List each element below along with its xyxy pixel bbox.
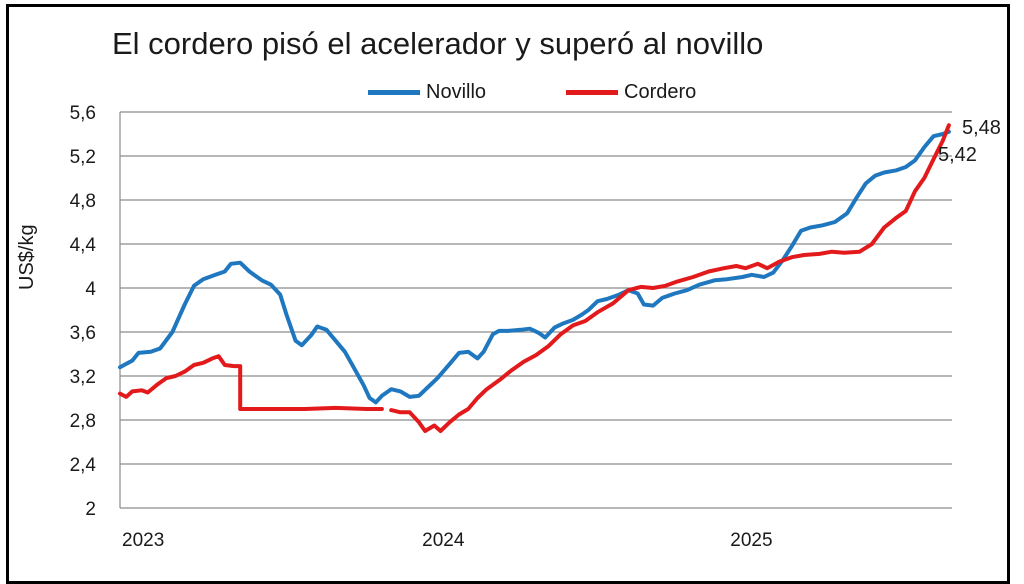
legend-item-cordero: Cordero <box>566 80 696 104</box>
series-lines <box>118 123 951 433</box>
chart-title: El cordero pisó el acelerador y superó a… <box>112 26 764 61</box>
y-tick-label: 5,6 <box>70 103 96 124</box>
y-tick-label: 4 <box>85 279 96 300</box>
series-line-novillo <box>118 129 951 405</box>
legend-label-cordero: Cordero <box>624 80 697 103</box>
end-value-labels: 5,48 5,42 <box>938 117 1001 166</box>
y-tick-label: 3,6 <box>70 323 96 344</box>
legend-label-novillo: Novillo <box>426 80 487 103</box>
y-tick-label: 5,2 <box>70 147 96 168</box>
y-tick-label: 4,4 <box>70 235 97 256</box>
legend-item-novillo: Novillo <box>368 80 486 104</box>
y-tick-label: 2,4 <box>70 455 97 476</box>
series-line-cordero <box>389 123 951 433</box>
x-tick-labels: 2023 2024 2025 <box>122 530 773 551</box>
series-line-cordero <box>118 354 384 411</box>
chart-frame <box>6 4 1010 584</box>
y-tick-label: 4,8 <box>70 191 96 212</box>
y-tick-label: 2 <box>85 499 96 520</box>
end-value-label: 5,42 <box>938 144 977 166</box>
y-tick-label: 2,8 <box>70 411 96 432</box>
y-tick-labels: 5,6 5,2 4,8 4,4 4 3,6 3,2 2,8 2,4 2 <box>70 103 97 520</box>
x-tick-label: 2023 <box>122 530 164 551</box>
legend-swatch-cordero <box>566 89 618 95</box>
grid-lines <box>119 111 952 509</box>
x-tick-label: 2024 <box>422 530 465 551</box>
y-tick-label: 3,2 <box>70 367 96 388</box>
end-value-label: 5,48 <box>962 117 1001 139</box>
x-tick-label: 2025 <box>730 530 772 551</box>
legend-swatch-novillo <box>368 89 420 95</box>
